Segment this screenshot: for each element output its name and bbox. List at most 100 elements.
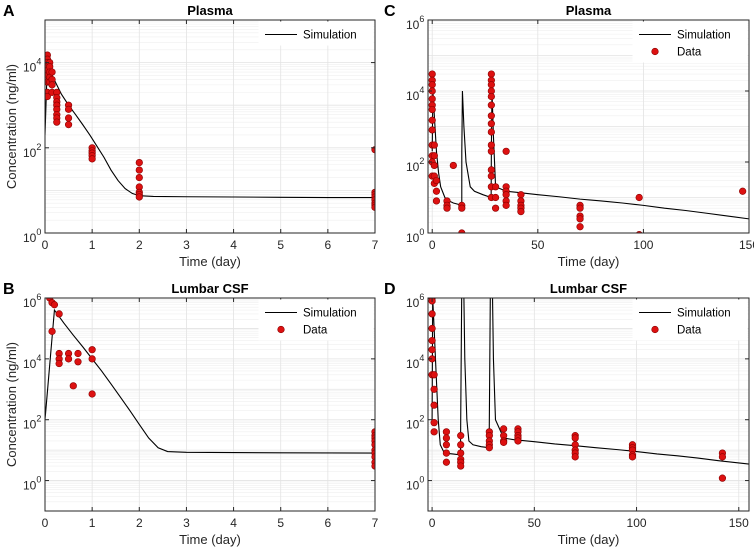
legend-marker-swatch	[651, 325, 659, 334]
y-tick-label: 100	[406, 475, 424, 493]
x-tick-label: 7	[372, 238, 379, 252]
data-point	[457, 462, 465, 470]
data-point	[88, 155, 96, 163]
x-tick-label: 0	[429, 516, 436, 530]
x-tick-label: 6	[325, 516, 332, 530]
data-point	[485, 444, 493, 452]
y-tick-base: 10	[406, 18, 420, 32]
y-tick-base: 10	[23, 61, 37, 75]
data-point	[502, 147, 510, 155]
x-tick-label: 3	[183, 516, 190, 530]
y-tick-label: 104	[23, 353, 41, 371]
data-point	[502, 201, 510, 209]
y-tick-label: 106	[406, 14, 424, 32]
y-tick-exponent: 6	[36, 292, 41, 302]
x-tick-label: 7	[372, 516, 379, 530]
x-tick-label: 0	[42, 516, 49, 530]
x-tick-label: 150	[729, 516, 749, 530]
y-tick-base: 10	[406, 418, 420, 432]
y-tick-exponent: 2	[36, 142, 41, 152]
data-point	[487, 147, 495, 155]
data-point	[371, 462, 375, 470]
y-tick-exponent: 0	[419, 475, 424, 485]
data-point	[430, 161, 438, 170]
data-point	[500, 425, 508, 433]
data-point	[430, 401, 438, 409]
data-point	[428, 324, 436, 333]
x-tick-label: 100	[633, 238, 653, 252]
data-point	[635, 193, 643, 202]
y-tick-label: 102	[406, 414, 424, 432]
y-tick-base: 10	[406, 479, 420, 493]
data-point	[55, 310, 63, 318]
x-tick-label: 50	[528, 516, 542, 530]
data-point	[74, 349, 82, 358]
data-point	[69, 382, 77, 390]
x-axis-label: Time (day)	[558, 532, 620, 547]
legend-label: Data	[303, 325, 328, 337]
data-point	[50, 301, 59, 309]
x-axis-label: Time (day)	[179, 254, 241, 269]
x-tick-label: 0	[42, 238, 49, 252]
data-point	[718, 474, 727, 482]
y-tick-exponent: 2	[419, 156, 424, 166]
legend-box	[632, 21, 748, 63]
legend-box	[258, 21, 374, 46]
plot-title: Lumbar CSF	[171, 281, 248, 296]
data-point	[428, 70, 436, 78]
legend: Simulation	[258, 21, 374, 46]
data-point	[371, 441, 375, 449]
data-point	[491, 183, 500, 191]
y-tick-exponent: 6	[419, 292, 424, 302]
data-point	[48, 68, 56, 76]
data-point	[487, 92, 495, 101]
y-tick-base: 10	[406, 357, 420, 371]
data-point	[449, 161, 457, 170]
data-point	[74, 358, 82, 366]
legend-label: Simulation	[303, 30, 357, 42]
axes-box	[427, 19, 750, 234]
data-points	[46, 298, 375, 470]
y-tick-exponent: 4	[36, 353, 41, 363]
data-point	[64, 105, 73, 113]
y-axis-label: Concentration (ng/ml)	[4, 64, 19, 189]
y-tick-base: 10	[406, 296, 420, 310]
y-tick-exponent: 4	[419, 85, 424, 95]
data-point	[428, 105, 436, 114]
legend-label: Simulation	[677, 30, 731, 42]
data-point	[430, 152, 438, 160]
data-point	[55, 359, 63, 368]
data-point	[45, 92, 51, 101]
y-tick-exponent: 4	[36, 57, 41, 67]
y-tick-base: 10	[406, 89, 420, 103]
x-tick-label: 150	[739, 238, 754, 252]
plot-title: Lumbar CSF	[550, 281, 627, 296]
x-tick-label: 100	[627, 516, 647, 530]
y-axis-label: Concentration (ng/ml)	[4, 342, 19, 467]
panel-letter: A	[3, 3, 15, 20]
y-tick-exponent: 0	[36, 227, 41, 237]
legend-box	[632, 299, 748, 341]
data-point	[457, 449, 465, 457]
x-tick-label: 1	[89, 238, 96, 252]
x-tick-label: 4	[230, 238, 237, 252]
data-point	[135, 166, 143, 174]
data-point	[442, 434, 451, 442]
legend: Simulation Data	[632, 299, 748, 341]
data-point	[517, 208, 525, 216]
y-tick-base: 10	[23, 418, 37, 432]
data-point	[442, 441, 451, 449]
y-tick-exponent: 0	[36, 475, 41, 485]
simulation-line	[45, 308, 375, 454]
data-point	[487, 172, 495, 180]
data-point	[64, 114, 73, 122]
data-point	[739, 187, 747, 195]
y-tick-label: 100	[23, 475, 41, 493]
data-point	[457, 432, 465, 440]
data-point	[500, 438, 508, 446]
data-point	[576, 204, 584, 212]
x-tick-label: 2	[136, 516, 143, 530]
x-tick-label: 6	[325, 238, 332, 252]
